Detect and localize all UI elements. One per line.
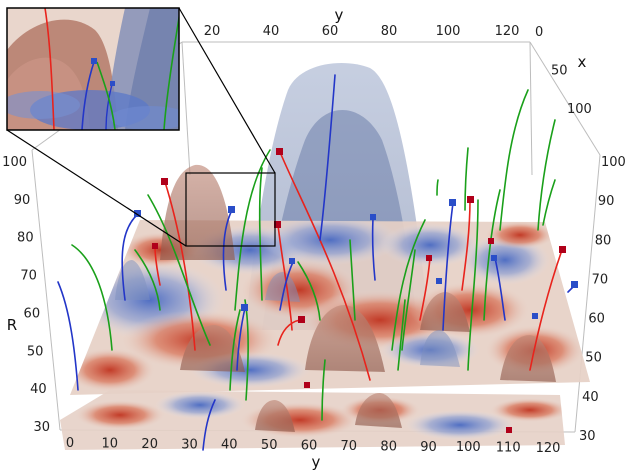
y-top-tick-60: 60: [322, 24, 339, 39]
y-bottom-tick-110: 110: [496, 441, 521, 456]
y-bottom-tick-40: 40: [221, 438, 238, 453]
r-right-tick-70: 70: [592, 272, 609, 287]
seed-points: [134, 148, 578, 433]
y-bottom-tick-50: 50: [261, 438, 278, 453]
y-top-tick-80: 80: [381, 24, 398, 39]
r-left-tick-60: 60: [24, 306, 41, 321]
zoom-inset: [6, 7, 180, 131]
r-left-tick-30: 30: [33, 420, 50, 435]
x-right-axis-title: x: [578, 53, 587, 71]
y-bottom-tick-0: 0: [66, 436, 74, 451]
y-bottom-tick-30: 30: [181, 437, 198, 452]
seed-points-blue: [134, 199, 578, 319]
r-left-tick-50: 50: [27, 344, 44, 359]
low-value-isosurfaces: [115, 260, 460, 367]
high-value-isosurfaces: [160, 164, 556, 432]
y-bottom-tick-70: 70: [341, 439, 358, 454]
x-right-tick-0: 0: [535, 25, 543, 40]
r-left-tick-100: 100: [2, 155, 27, 170]
r-right-tick-90: 90: [598, 194, 615, 209]
y-top-tick-20: 20: [204, 24, 221, 39]
r-right-tick-80: 80: [595, 233, 612, 248]
x-right-tick-50: 50: [551, 64, 568, 79]
x-right-tick-100: 100: [567, 102, 592, 117]
r-right-tick-60: 60: [588, 312, 605, 327]
y-bottom-tick-120: 120: [536, 441, 561, 456]
streamlines-green: [71, 89, 556, 421]
r-left-tick-80: 80: [17, 231, 34, 246]
streamlines-red: [154, 151, 563, 381]
zoom-region: [6, 7, 276, 247]
r-left-tick-40: 40: [30, 382, 47, 397]
y-top-tick-40: 40: [263, 24, 280, 39]
r-left-axis-title: R: [7, 316, 17, 334]
y-bottom-tick-20: 20: [141, 437, 158, 452]
r-right-tick-40: 40: [582, 390, 599, 405]
y-bottom-tick-60: 60: [301, 439, 318, 454]
streamlines: [57, 74, 576, 451]
y-top-tick-100: 100: [436, 24, 461, 39]
y-bottom-tick-100: 100: [456, 440, 481, 455]
y-bottom-axis-title: y: [312, 453, 321, 470]
seed-points-red: [152, 148, 566, 433]
zoom-connector-top: [178, 7, 276, 174]
y-top-axis-title: y: [335, 6, 344, 24]
zoom-inset-border: [6, 7, 180, 131]
y-top-tick-120: 120: [495, 24, 520, 39]
r-right-tick-50: 50: [585, 351, 602, 366]
y-bottom-tick-80: 80: [380, 439, 397, 454]
zoom-rectangle: [185, 172, 276, 247]
axis-ticks: 20 40 60 80 100 120 0 50 100 0 10 20 30 40 50 60 70 80 90 1…: [2, 24, 626, 456]
r-left-tick-90: 90: [14, 193, 31, 208]
y-bottom-tick-10: 10: [102, 436, 119, 451]
r-right-tick-100: 100: [601, 155, 626, 170]
y-bottom-tick-90: 90: [420, 440, 437, 455]
zoom-connector-bottom: [6, 129, 187, 247]
r-left-tick-70: 70: [20, 269, 37, 284]
r-right-tick-30: 30: [579, 429, 596, 444]
